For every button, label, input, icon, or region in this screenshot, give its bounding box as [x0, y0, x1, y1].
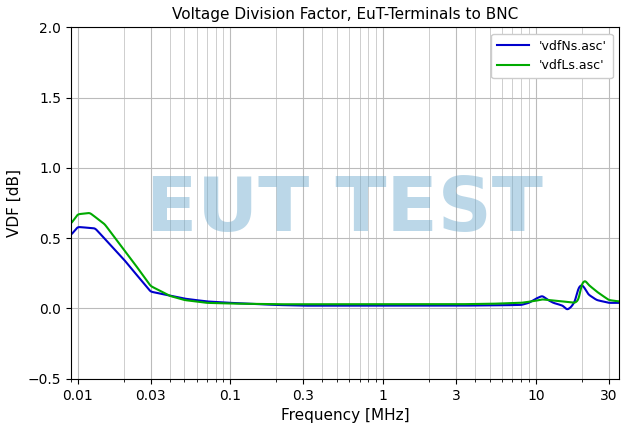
'vdfLs.asc' — [85, 211, 92, 216]
Title: Voltage Division Factor, EuT-Terminals to BNC: Voltage Division Factor, EuT-Terminals t… — [172, 7, 518, 22]
'vdfLs.asc' — [466, 301, 473, 307]
'vdfNs.asc' — [302, 303, 309, 308]
'vdfLs.asc' — [615, 299, 623, 304]
'vdfLs.asc' — [297, 302, 305, 307]
Line: 'vdfNs.asc': 'vdfNs.asc' — [71, 227, 619, 309]
Text: EUT TEST: EUT TEST — [146, 174, 543, 246]
'vdfNs.asc' — [76, 224, 83, 230]
'vdfLs.asc' — [328, 302, 336, 307]
Legend: 'vdfNs.asc', 'vdfLs.asc': 'vdfNs.asc', 'vdfLs.asc' — [491, 34, 613, 78]
'vdfLs.asc' — [598, 293, 606, 298]
'vdfNs.asc' — [297, 303, 305, 308]
'vdfLs.asc' — [67, 221, 74, 226]
Y-axis label: VDF [dB]: VDF [dB] — [7, 169, 22, 237]
'vdfLs.asc' — [572, 300, 579, 305]
'vdfNs.asc' — [598, 299, 606, 304]
'vdfNs.asc' — [327, 303, 335, 308]
'vdfLs.asc' — [277, 302, 285, 307]
'vdfNs.asc' — [572, 297, 579, 302]
Line: 'vdfLs.asc': 'vdfLs.asc' — [71, 213, 619, 304]
'vdfNs.asc' — [615, 300, 623, 305]
'vdfLs.asc' — [302, 302, 309, 307]
'vdfNs.asc' — [67, 232, 74, 237]
X-axis label: Frequency [MHz]: Frequency [MHz] — [280, 408, 409, 423]
'vdfNs.asc' — [465, 303, 473, 308]
'vdfNs.asc' — [563, 307, 571, 312]
